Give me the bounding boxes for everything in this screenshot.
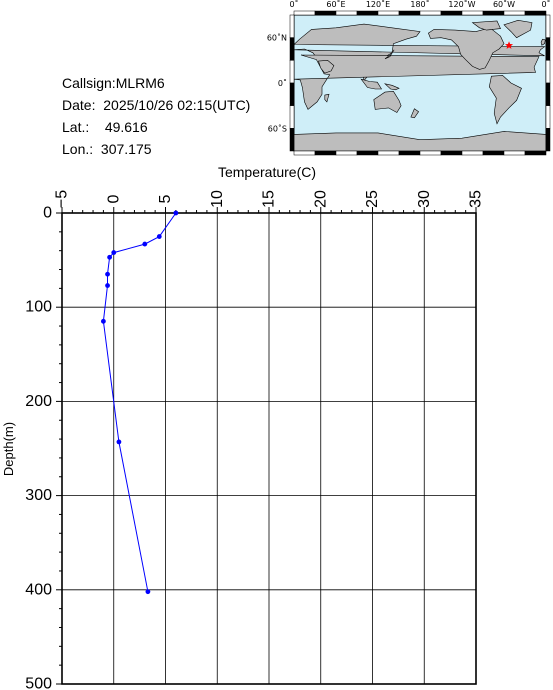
data-point (142, 241, 148, 247)
y-axis-ticks: 0 100 200 300 400 500 (25, 205, 62, 690)
x-tick-label: 10 (209, 190, 226, 208)
landmass (503, 19, 533, 39)
map-longitude-label: 60˚E (326, 0, 345, 9)
map-latitude-label: 0˚ (278, 78, 287, 88)
data-point (111, 250, 117, 255)
x-tick-label: 0 (105, 194, 122, 203)
landmass (383, 83, 400, 91)
lat-value: 49.616 (104, 119, 148, 135)
landmass (360, 78, 383, 90)
map-latitude-label: 60˚S (268, 123, 287, 133)
map-latitude-labels: 60˚N 0˚ 60˚S (267, 33, 287, 134)
date-value: 2025/10/26 02:15(UTC) (103, 97, 251, 113)
lon-value: 307.175 (100, 141, 152, 157)
data-point (105, 271, 110, 277)
x-tick-label: 5 (157, 194, 174, 203)
data-point (101, 318, 106, 324)
y-tick-label: 200 (25, 393, 52, 410)
date-label: Date: (62, 97, 96, 113)
y-tick-label: 500 (25, 676, 52, 690)
landmass (373, 90, 402, 113)
x-axis-label: Temperature(C) (218, 164, 316, 180)
x-tick-label: −5 (54, 190, 71, 208)
chart-grid (61, 212, 477, 685)
data-point (107, 254, 113, 260)
map-frame (289, 10, 551, 156)
map-longitude-label: 60˚W (493, 0, 515, 9)
map-land (293, 19, 547, 152)
landmass (540, 38, 546, 46)
data-point (173, 210, 179, 216)
star-icon (505, 41, 514, 49)
data-point (156, 234, 162, 239)
landmass (384, 49, 395, 60)
series-line (102, 212, 177, 592)
lat-row: Lat.: 49.616 (62, 116, 250, 138)
date-row: Date: 2025/10/26 02:15(UTC) (62, 94, 250, 116)
y-tick-label: 400 (25, 581, 52, 598)
lat-label: Lat.: (62, 119, 90, 135)
temperature-series (101, 210, 179, 595)
landmass (471, 20, 501, 31)
map-latitude-label: 60˚N (267, 33, 287, 43)
x-tick-label: 25 (364, 190, 381, 208)
map-longitude-label: 180˚ (410, 0, 429, 9)
location-map: 0˚ 60˚E 120˚E 180˚ 120˚W 60˚W 0˚ 60˚N 0˚ 60˚S (267, 0, 551, 156)
y-tick-label: 100 (25, 299, 52, 316)
x-axis-ticks: −5 0 5 10 15 20 25 30 35 (54, 190, 485, 213)
x-tick-label: 20 (312, 190, 329, 208)
y-tick-label: 300 (25, 487, 52, 504)
y-tick-label: 0 (43, 205, 52, 222)
map-longitude-label: 120˚E (366, 0, 390, 9)
x-tick-label: 15 (261, 190, 278, 208)
map-longitude-label: 120˚W (448, 0, 475, 9)
lon-row: Lon.: 307.175 (62, 138, 250, 160)
landmass (324, 93, 330, 103)
map-longitude-labels: 0˚ 60˚E 120˚E 180˚ 120˚W 60˚W 0˚ (289, 0, 550, 9)
map-longitude-label: 0˚ (541, 0, 550, 9)
station-info: Callsign:MLRM6 Date: 2025/10/26 02:15(UT… (62, 72, 250, 160)
landmass (410, 108, 420, 119)
landmass (428, 27, 505, 70)
data-point (145, 589, 151, 595)
x-tick-label: 30 (416, 190, 433, 208)
landmass (488, 75, 522, 125)
landmass (318, 59, 335, 74)
x-tick-label: 35 (468, 190, 485, 208)
data-point (116, 439, 122, 445)
data-point (105, 283, 110, 288)
callsign-label: Callsign: (62, 75, 116, 91)
callsign-value: MLRM6 (115, 75, 165, 91)
callsign-row: Callsign:MLRM6 (62, 72, 250, 94)
map-longitude-label: 0˚ (289, 0, 298, 9)
y-axis-label: Depth(m) (1, 422, 16, 476)
lon-label: Lon.: (62, 141, 94, 157)
